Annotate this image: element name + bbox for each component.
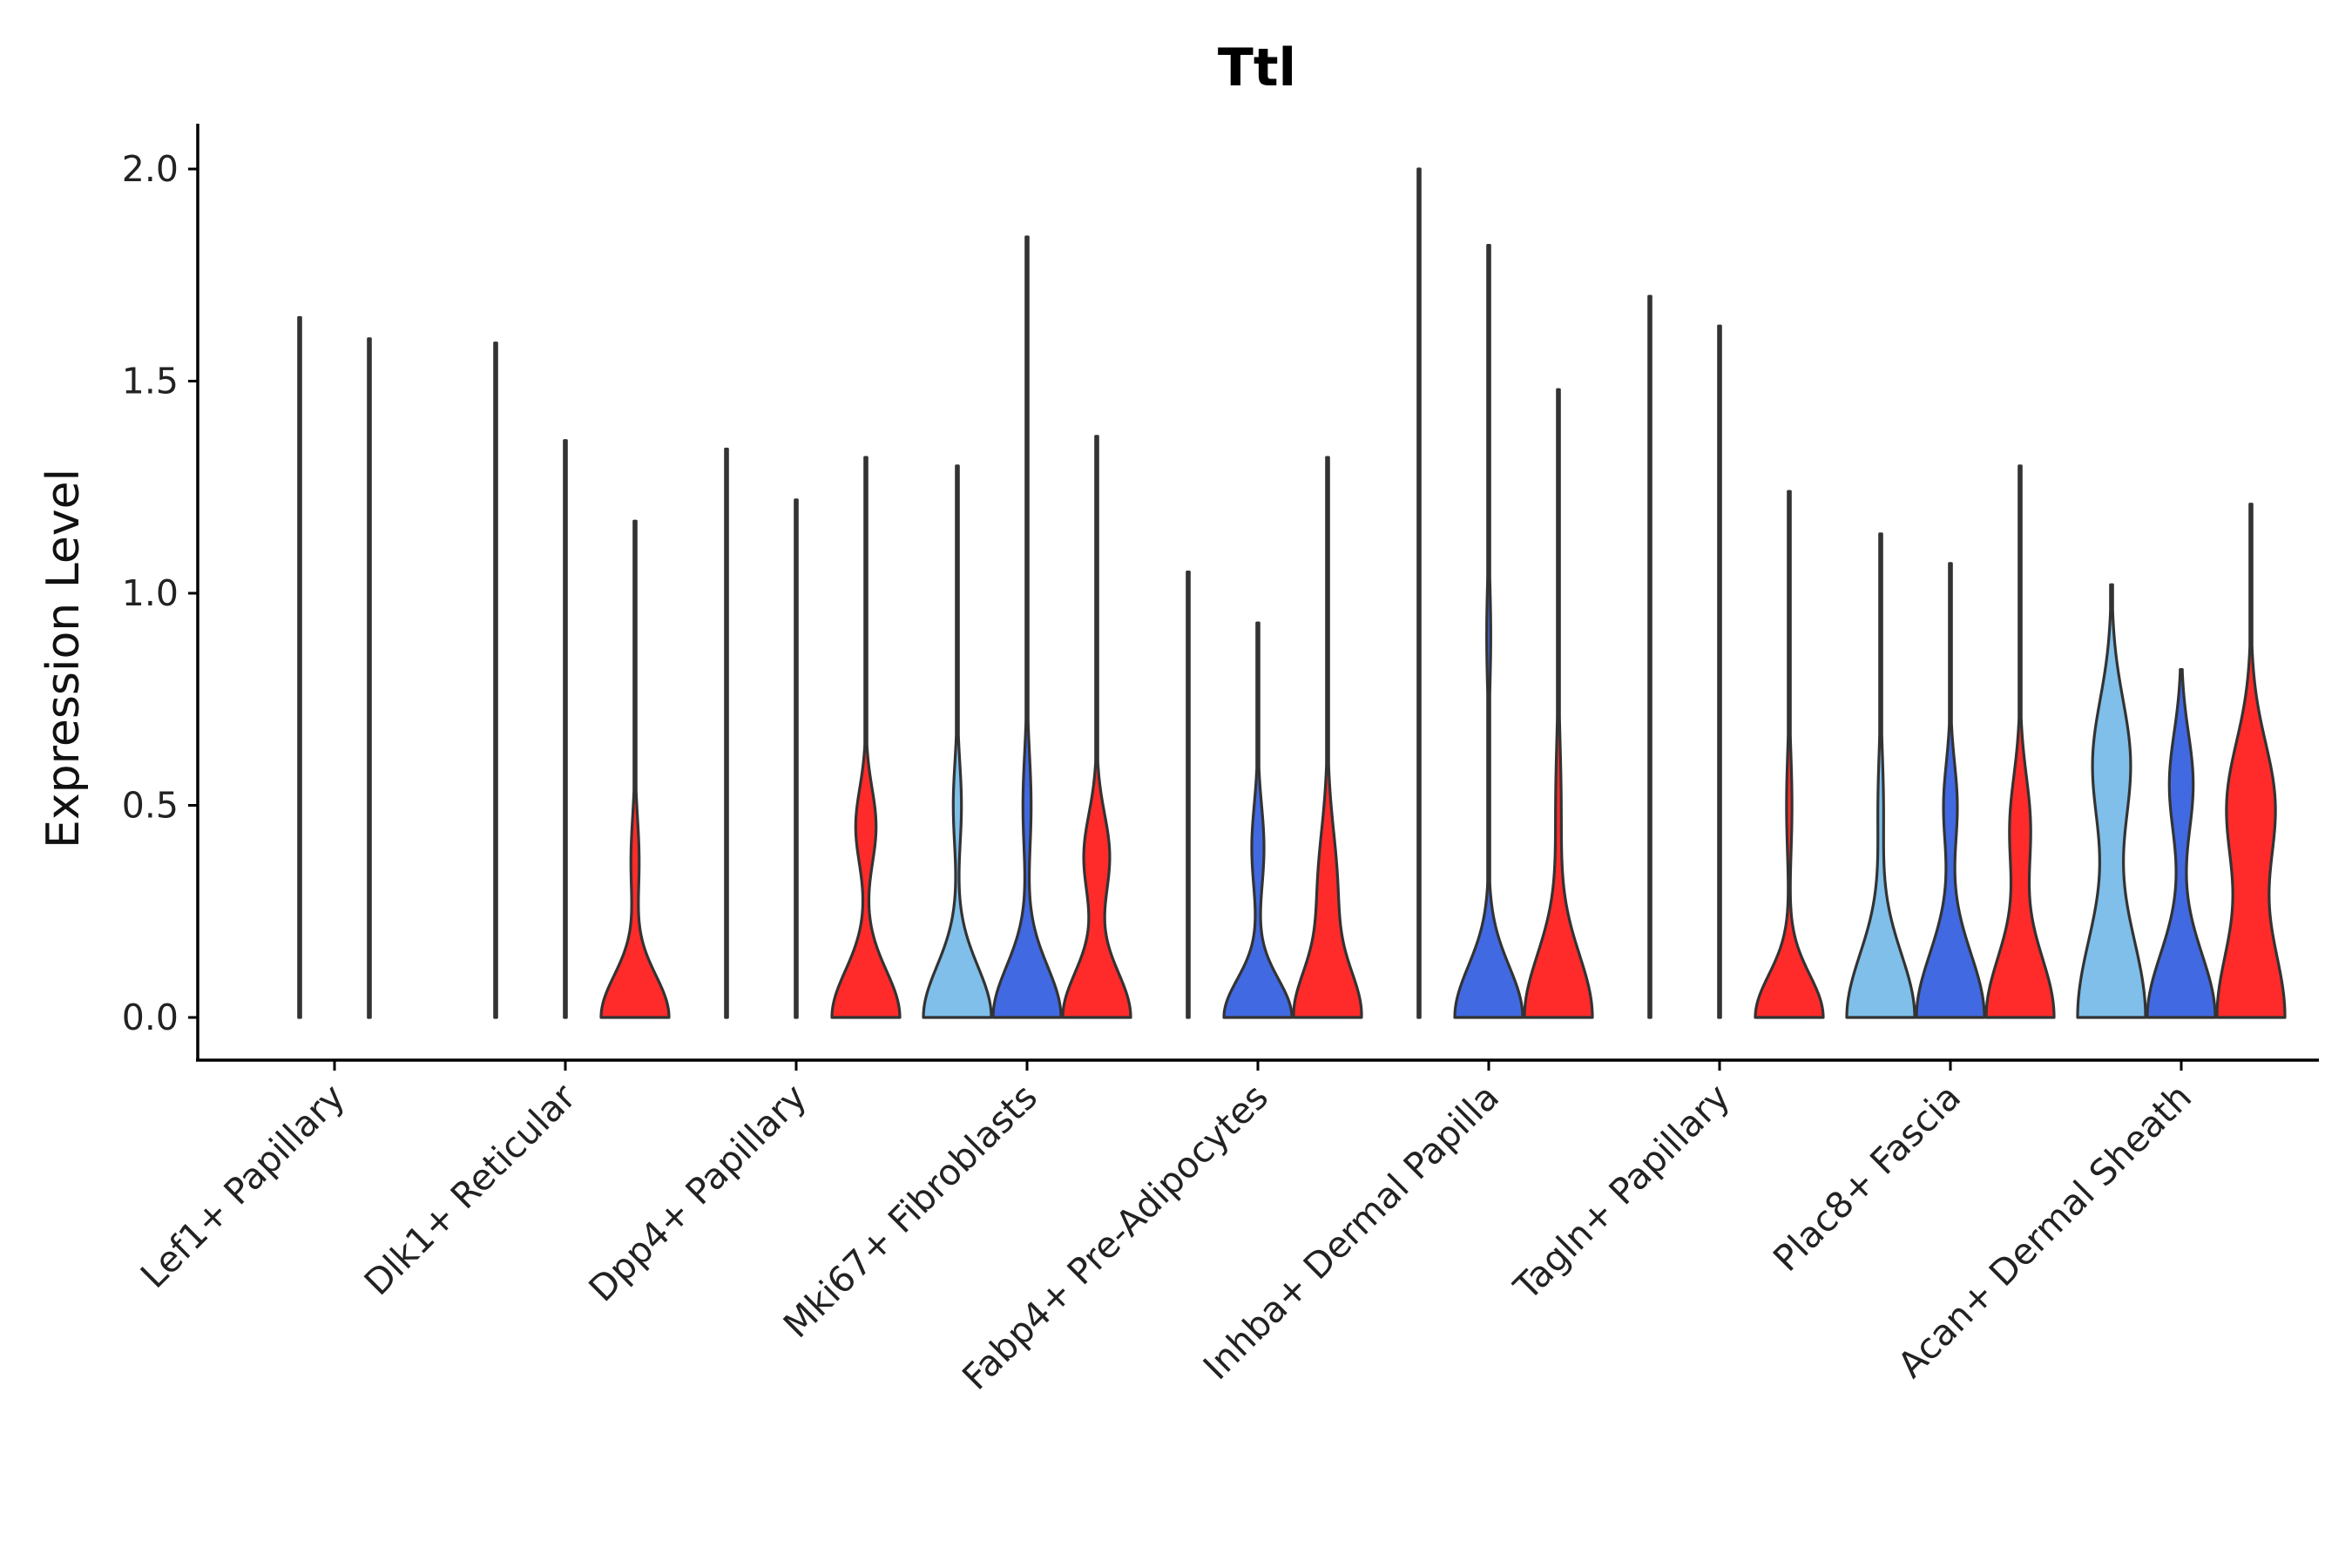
violin-tagln-papillary-2 [1754, 490, 1825, 1019]
violin-tagln-papillary-1 [1717, 324, 1722, 1019]
violin-tagln-papillary-0 [1647, 294, 1652, 1019]
violin-fabp4-pre-adipocytes-0 [1186, 571, 1191, 1019]
violin-inhba-dermal-papilla-1 [1453, 244, 1524, 1019]
y-tick-label: 1.0 [122, 572, 179, 614]
x-tick-label: Lef1+ Papillary [132, 1076, 353, 1296]
violin-plac8-fascia-0 [1845, 532, 1916, 1019]
violin-fabp4-pre-adipocytes-1 [1222, 621, 1294, 1019]
x-tick-label: Dpp4+ Papillary [581, 1076, 814, 1309]
violin-mki67-fibroblasts-2 [1061, 435, 1132, 1019]
violin-dpp4-papillary-0 [724, 447, 729, 1019]
x-tick-label: Mki67+ Fibroblasts [775, 1076, 1045, 1346]
violin-fabp4-pre-adipocytes-2 [1292, 456, 1363, 1019]
violin-inhba-dermal-papilla-0 [1416, 167, 1422, 1019]
violin-acan-dermal-sheath-2 [2215, 503, 2287, 1019]
violin-plac8-fascia-2 [1984, 464, 2056, 1019]
y-axis-label: Expression Level [37, 469, 90, 848]
violin-dlk1-reticular-2 [599, 519, 671, 1019]
y-tick-label: 2.0 [122, 148, 179, 190]
violin-dlk1-reticular-0 [493, 341, 498, 1019]
x-tick-label: Dlk1+ Reticular [356, 1076, 584, 1303]
y-tick-label: 0.5 [122, 785, 179, 827]
violin-dpp4-papillary-1 [794, 498, 799, 1019]
violin-acan-dermal-sheath-1 [2146, 668, 2217, 1019]
y-tick-label: 0.0 [122, 997, 179, 1038]
violin-lef1-papillary-0 [297, 315, 302, 1019]
x-tick-label: Plac8+ Fascia [1765, 1076, 1969, 1280]
violin-plac8-fascia-1 [1915, 562, 1986, 1019]
violin-mki67-fibroblasts-1 [991, 235, 1063, 1019]
y-ticks: 0.0 0.5 1.0 1.5 2.0 [122, 148, 198, 1038]
x-tick-label: Tagln+ Papillary [1505, 1076, 1738, 1308]
violins-group [297, 167, 2287, 1019]
chart-title: Ttl [1218, 37, 1296, 98]
violin-mki67-fibroblasts-0 [922, 464, 993, 1019]
violin-dpp4-papillary-2 [830, 456, 902, 1019]
violin-acan-dermal-sheath-0 [2076, 583, 2147, 1019]
violin-dlk1-reticular-1 [563, 439, 568, 1019]
violin-inhba-dermal-papilla-2 [1523, 388, 1594, 1019]
violin-lef1-papillary-1 [367, 337, 372, 1019]
y-tick-label: 1.5 [122, 361, 179, 402]
